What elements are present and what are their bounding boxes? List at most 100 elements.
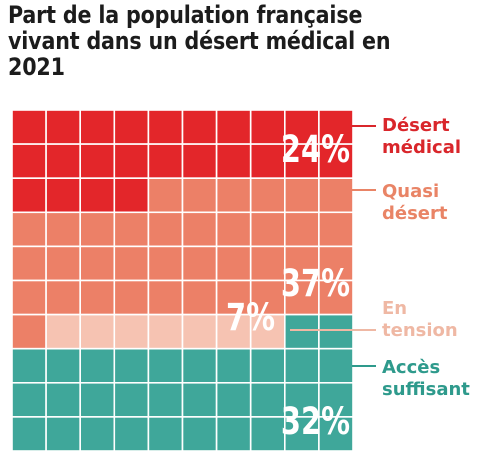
waffle-cell-accès-suffisant <box>249 347 286 384</box>
waffle-cell-désert-médical <box>11 177 47 214</box>
waffle-cell-quasi-désert <box>215 177 252 214</box>
waffle-cell-accès-suffisant <box>249 416 286 452</box>
waffle-cell-quasi-désert <box>147 177 184 214</box>
waffle-cell-accès-suffisant <box>11 416 47 452</box>
waffle-cell-accès-suffisant <box>147 347 184 384</box>
waffle-cell-désert-médical <box>45 177 81 214</box>
waffle-cell-quasi-désert <box>249 211 286 248</box>
waffle-cell-désert-médical <box>11 109 47 145</box>
waffle-cell-quasi-désert <box>215 211 252 248</box>
waffle-cell-quasi-désert <box>215 245 252 282</box>
legend-label: tension <box>382 320 458 341</box>
waffle-cell-accès-suffisant <box>113 416 150 452</box>
value-label-3: 32% <box>281 399 350 442</box>
waffle-cell-quasi-désert <box>45 245 81 282</box>
waffle-cell-désert-médical <box>249 109 286 145</box>
waffle-cell-accès-suffisant <box>318 381 354 418</box>
chart-title: Part de la population française vivant d… <box>8 2 421 80</box>
waffle-cell-accès-suffisant <box>283 381 320 418</box>
waffle-cell-accès-suffisant <box>215 416 252 452</box>
waffle-cell-quasi-désert <box>45 211 81 248</box>
waffle-cell-quasi-désert <box>113 279 150 316</box>
waffle-cell-désert-médical <box>249 143 286 180</box>
waffle-cell-quasi-désert <box>147 279 184 316</box>
waffle-cell-désert-médical <box>215 143 252 180</box>
legend-label: Accès <box>382 357 440 378</box>
waffle-cell-désert-médical <box>79 143 116 180</box>
waffle-cell-accès-suffisant <box>181 416 218 452</box>
waffle-cell-accès-suffisant <box>318 416 354 452</box>
waffle-cell-quasi-désert <box>79 279 116 316</box>
legend-label: désert <box>382 203 448 224</box>
waffle-cell-quasi-désert <box>249 177 286 214</box>
waffle-cell-quasi-désert <box>11 279 47 316</box>
waffle-cell-désert-médical <box>147 143 184 180</box>
waffle-cell-accès-suffisant <box>79 381 116 418</box>
waffle-cell-désert-médical <box>79 177 116 214</box>
waffle-cell-quasi-désert <box>318 177 354 214</box>
waffle-cell-désert-médical <box>215 109 252 145</box>
waffle-cell-quasi-désert <box>181 279 218 316</box>
value-label-0: 24% <box>281 127 350 170</box>
value-label-1: 37% <box>281 261 350 304</box>
waffle-cell-quasi-désert <box>318 211 354 248</box>
waffle-cell-accès-suffisant <box>215 347 252 384</box>
legend-label: suffisant <box>382 379 470 400</box>
waffle-cell-quasi-désert <box>283 177 320 214</box>
waffle-cell-quasi-désert <box>11 245 47 282</box>
waffle-cell-en-tension <box>45 313 81 350</box>
waffle-cell-en-tension <box>79 313 116 350</box>
waffle-cell-désert-médical <box>113 109 150 145</box>
value-label-2: 7% <box>226 295 275 338</box>
waffle-cell-quasi-désert <box>283 279 320 316</box>
waffle-cell-accès-suffisant <box>45 416 81 452</box>
waffle-cell-quasi-désert <box>79 211 116 248</box>
waffle-cell-accès-suffisant <box>79 347 116 384</box>
legend-label: Désert <box>382 115 450 136</box>
waffle-cell-accès-suffisant <box>318 347 354 384</box>
waffle-cell-désert-médical <box>113 143 150 180</box>
waffle-cell-accès-suffisant <box>147 416 184 452</box>
waffle-cell-en-tension <box>181 313 218 350</box>
waffle-cell-quasi-désert <box>11 313 47 350</box>
waffle-cell-accès-suffisant <box>215 381 252 418</box>
waffle-cell-en-tension <box>215 313 252 350</box>
legend-label: En <box>382 298 407 319</box>
waffle-cell-en-tension <box>113 313 150 350</box>
waffle-cell-en-tension <box>147 313 184 350</box>
waffle-cell-accès-suffisant <box>283 347 320 384</box>
waffle-cell-désert-médical <box>181 143 218 180</box>
waffle-cell-désert-médical <box>181 109 218 145</box>
legend-label: Quasi <box>382 181 439 202</box>
waffle-cell-accès-suffisant <box>11 347 47 384</box>
waffle-cell-accès-suffisant <box>45 347 81 384</box>
waffle-cell-accès-suffisant <box>181 347 218 384</box>
waffle-cell-quasi-désert <box>249 245 286 282</box>
waffle-cell-quasi-désert <box>147 211 184 248</box>
chart-title-line-1: Part de la population française <box>8 1 363 29</box>
waffle-cell-accès-suffisant <box>283 313 320 350</box>
waffle-cell-quasi-désert <box>113 245 150 282</box>
waffle-cell-quasi-désert <box>181 177 218 214</box>
waffle-cell-quasi-désert <box>283 211 320 248</box>
waffle-cell-désert-médical <box>79 109 116 145</box>
waffle-cell-accès-suffisant <box>11 381 47 418</box>
waffle-cell-quasi-désert <box>181 211 218 248</box>
waffle-cell-accès-suffisant <box>249 381 286 418</box>
waffle-cell-désert-médical <box>11 143 47 180</box>
waffle-cell-accès-suffisant <box>45 381 81 418</box>
waffle-cell-quasi-désert <box>79 245 116 282</box>
waffle-cell-quasi-désert <box>147 245 184 282</box>
waffle-cell-quasi-désert <box>113 211 150 248</box>
chart-title-line-2: vivant dans un désert médical en 2021 <box>8 27 391 81</box>
waffle-cell-désert-médical <box>45 143 81 180</box>
waffle-cell-quasi-désert <box>11 211 47 248</box>
waffle-cell-accès-suffisant <box>79 416 116 452</box>
waffle-cell-désert-médical <box>147 109 184 145</box>
legend-label: médical <box>382 137 461 158</box>
waffle-cell-accès-suffisant <box>113 381 150 418</box>
waffle-cell-accès-suffisant <box>181 381 218 418</box>
waffle-cell-accès-suffisant <box>318 313 354 350</box>
waffle-cell-désert-médical <box>45 109 81 145</box>
